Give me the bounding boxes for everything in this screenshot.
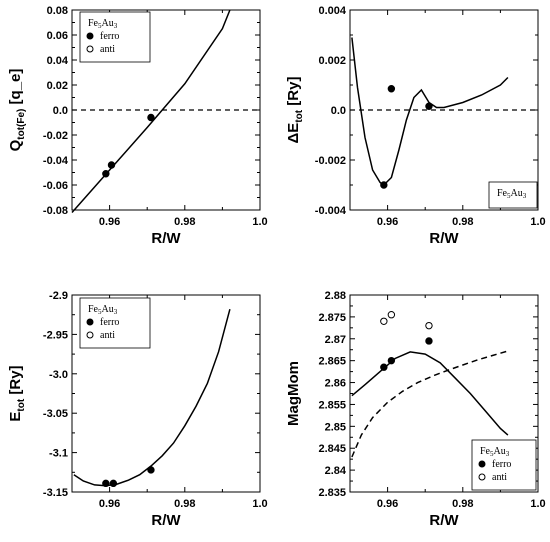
legend-title: Fe5Au3 [480, 446, 510, 458]
y-tick-label: 2.875 [318, 312, 346, 324]
legend-ferro-marker [86, 318, 94, 326]
fit-curve [351, 351, 509, 436]
y-tick-label: -0.02 [43, 130, 68, 142]
ferro-data-point [380, 181, 388, 189]
x-tick-label: 0.98 [452, 216, 473, 228]
x-tick-label: 0.96 [377, 216, 398, 228]
y-tick-label: -3.0 [49, 369, 68, 381]
y-tick-label: 2.845 [318, 443, 346, 455]
legend-title: Fe5Au3 [88, 304, 118, 316]
y-tick-label: 0.004 [318, 5, 346, 17]
fit-curve [71, 9, 231, 213]
legend-entry-anti: anti [492, 472, 507, 483]
x-tick-label: 0.98 [174, 498, 195, 510]
legend-title: Fe5Au3 [88, 18, 118, 30]
y-tick-label: 2.835 [318, 487, 346, 499]
x-tick-label: 0.96 [99, 498, 120, 510]
anti-data-point [380, 317, 388, 325]
x-tick-label: 0.96 [377, 498, 398, 510]
panel-2: -0.004 -0.002 0.0 0.002 0.004 0.96 0.98 1.0 R/W Δ… [285, 5, 546, 247]
y-tick-label: 0.0 [53, 105, 68, 117]
y-tick-label: 2.87 [325, 334, 346, 346]
fit-curve [351, 37, 509, 186]
dashed-fit-curve [351, 350, 509, 458]
y-axis-label: Qtot(Fe) [q_e] [7, 69, 27, 152]
y-tick-label: 0.002 [318, 55, 346, 67]
legend-entry-ferro: ferro [100, 317, 119, 328]
y-tick-label: -0.002 [315, 155, 346, 167]
y-tick-label: -0.06 [43, 180, 68, 192]
y-tick-label: 2.88 [325, 290, 346, 302]
ferro-data-point [107, 161, 116, 169]
ferro-data-point [102, 170, 110, 178]
x-axis-label: R/W [429, 512, 459, 529]
ferro-data-point [147, 113, 155, 122]
y-tick-label: -3.1 [49, 448, 68, 460]
y-tick-label: 0.0 [331, 105, 346, 117]
y-tick-label: -0.08 [43, 205, 68, 217]
y-tick-label: -2.95 [43, 329, 68, 341]
y-tick-label: 0.08 [47, 5, 68, 17]
y-tick-label: 2.865 [318, 356, 346, 368]
ferro-data-point [425, 102, 433, 110]
panel-4: 2.835 2.84 2.845 2.85 2.855 2.86 2.865 2.87 2.87… [285, 290, 546, 529]
x-tick-label: 1.0 [530, 216, 545, 228]
panel-3: -3.15 -3.1 -3.05 -3.0 -2.95 -2.9 0.96 0.98 1.0 R/… [7, 290, 268, 529]
legend-title: Fe5Au3 [497, 188, 527, 200]
y-tick-label: 2.86 [325, 378, 346, 390]
legend-entry-ferro: ferro [100, 31, 119, 42]
ferro-data-point [102, 479, 110, 488]
y-tick-label: 2.84 [325, 465, 347, 477]
ferro-data-point [380, 363, 388, 371]
ferro-data-point [147, 466, 155, 474]
y-tick-label: 0.06 [47, 30, 68, 42]
legend-ferro-marker [86, 32, 94, 40]
ferro-data-point [109, 479, 118, 488]
legend-entry-anti: anti [100, 44, 115, 55]
y-tick-label: 2.85 [325, 421, 346, 433]
legend-entry-anti: anti [100, 330, 115, 341]
y-tick-label: -0.04 [43, 155, 69, 167]
x-tick-label: 0.98 [174, 216, 195, 228]
anti-data-point [387, 311, 396, 319]
legend-anti-marker [478, 473, 486, 481]
y-axis-label: Etot [Ry] [7, 365, 27, 421]
y-tick-label: 0.02 [47, 80, 68, 92]
anti-data-point [425, 321, 433, 330]
ferro-data-point [425, 337, 433, 345]
y-tick-label: 2.855 [318, 399, 346, 411]
legend-ferro-marker [478, 460, 486, 468]
ferro-data-point [387, 85, 396, 93]
x-tick-label: 0.96 [99, 216, 120, 228]
x-tick-label: 1.0 [252, 216, 267, 228]
legend-anti-marker [86, 331, 94, 339]
x-tick-label: 1.0 [252, 498, 267, 510]
fit-curve [73, 309, 231, 487]
legend-entry-ferro: ferro [492, 459, 511, 470]
x-tick-label: 1.0 [530, 498, 545, 510]
y-tick-label: -3.15 [43, 487, 68, 499]
x-tick-label: 0.98 [452, 498, 473, 510]
x-axis-label: R/W [151, 230, 181, 247]
legend-anti-marker [86, 45, 94, 53]
x-axis-label: R/W [151, 512, 181, 529]
y-axis-label: ΔEtot [Ry] [285, 77, 305, 144]
panel-1: -0.08 -0.06 -0.04 -0.02 0.0 0.02 0.04 0.06 0.08 0… [7, 5, 268, 247]
y-tick-label: -3.05 [43, 408, 68, 420]
y-axis-label: MagMom [285, 361, 302, 426]
x-axis-label: R/W [429, 230, 459, 247]
y-tick-label: -0.004 [315, 205, 347, 217]
y-tick-label: -2.9 [49, 290, 68, 302]
ferro-data-point [387, 356, 396, 365]
legend-box [488, 181, 538, 209]
y-tick-label: 0.04 [47, 55, 69, 67]
